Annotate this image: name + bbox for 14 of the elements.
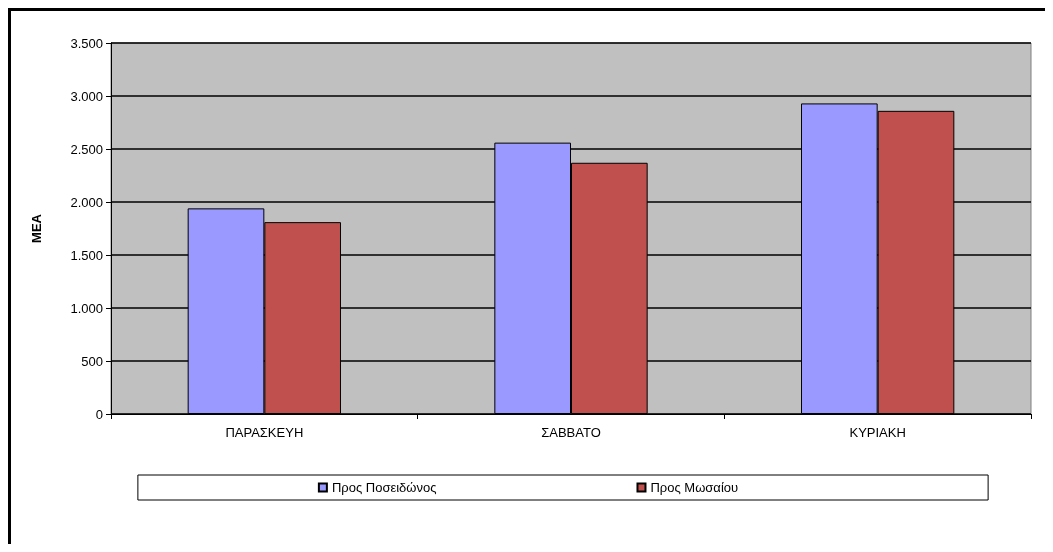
legend-label: Προς Μωσαίου: [650, 480, 739, 495]
x-tick-label: ΠΑΡΑΣΚΕΥΗ: [225, 425, 304, 440]
y-tick-label: 2.000: [70, 194, 103, 210]
y-tick-label: 500: [81, 353, 103, 369]
x-tick-label: ΣΑΒΒΑΤΟ: [541, 425, 601, 440]
y-tick-label: 0: [95, 406, 103, 422]
x-tick-label: ΚΥΡΙΑΚΗ: [849, 425, 906, 440]
y-axis-title: ΜΕΑ: [29, 213, 44, 243]
y-tick-label: 1.500: [70, 247, 103, 263]
y-tick-label: 3.000: [70, 88, 103, 104]
legend-label: Προς Ποσειδώνος: [331, 480, 437, 495]
y-tick-label: 3.500: [70, 35, 103, 51]
y-tick-label: 2.500: [70, 141, 103, 157]
y-tick-label: 1.000: [70, 300, 103, 316]
